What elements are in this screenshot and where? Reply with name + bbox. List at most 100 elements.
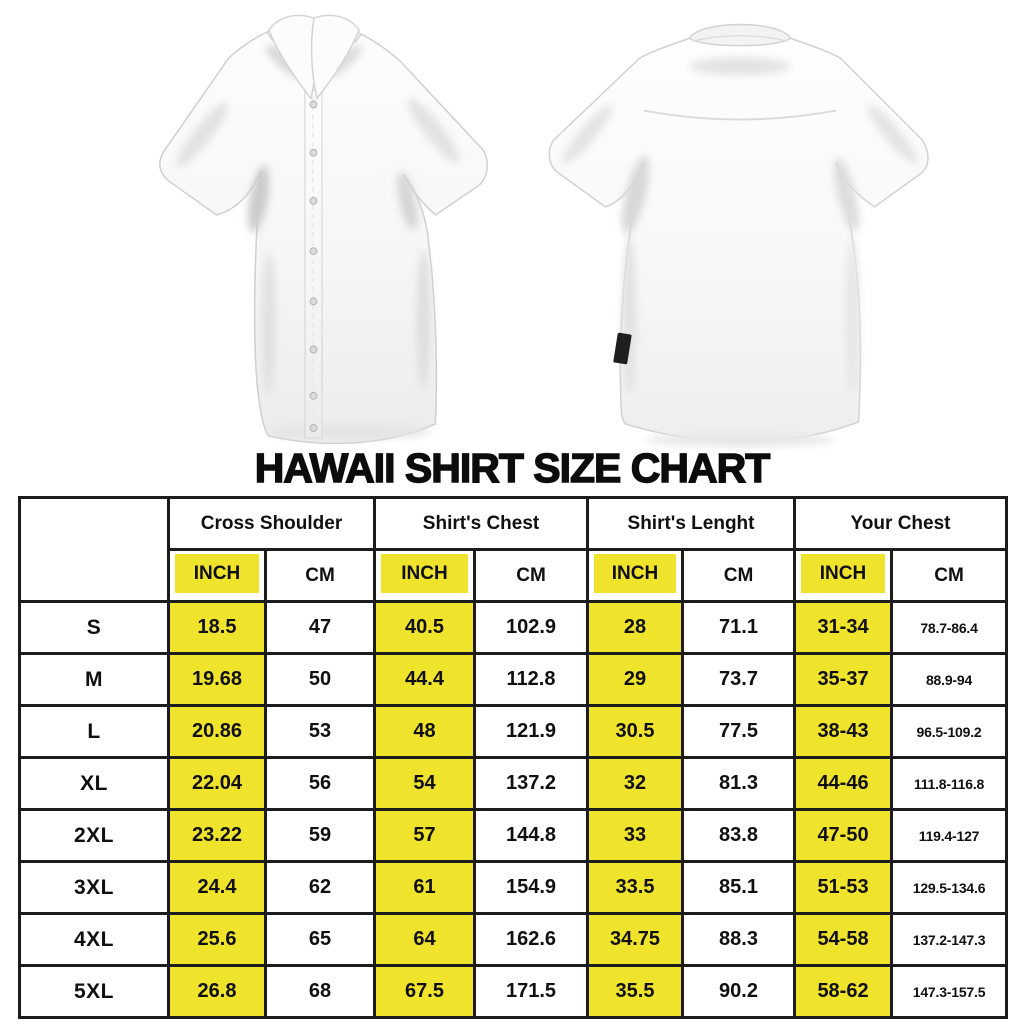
value-cell: 61 [373,860,477,915]
inch-header: INCH [167,548,267,603]
table-row-xl: XL 22.04 56 54 137.2 32 81.3 44-46 111.8… [18,756,1009,811]
value-cell: 129.5-134.6 [890,860,1009,915]
corner-cell [18,496,170,603]
value-cell: 35-37 [793,652,894,707]
value-cell: 78.7-86.4 [890,600,1009,655]
group-cross-shoulder: Cross Shoulder [166,496,377,551]
shirt-back-body [548,32,929,443]
value-cell: 162.6 [473,912,590,967]
value-cell: 62 [263,860,377,915]
value-cell: 96.5-109.2 [890,704,1009,759]
group-shirts-chest: Shirt's Chest [373,496,590,551]
value-cell: 119.4-127 [890,808,1009,863]
size-chart-table: Cross Shoulder Shirt's Chest Shirt's Len… [18,496,1009,1019]
value-cell: 57 [373,808,477,863]
value-cell: 68 [263,964,377,1019]
value-cell: 83.8 [681,808,797,863]
size-row-label: XL [18,756,170,811]
value-cell: 64 [373,912,477,967]
value-cell: 33 [586,808,685,863]
value-cell: 111.8-116.8 [890,756,1009,811]
page-title: HAWAII SHIRT SIZE CHART [254,444,771,491]
shirt-front-body [159,31,488,444]
cm-header: CM [473,548,590,603]
cm-header: CM [890,548,1009,603]
size-row-label: L [18,704,170,759]
value-cell: 22.04 [167,756,267,811]
value-cell: 48 [373,704,477,759]
value-cell: 25.6 [167,912,267,967]
table-row-s: S 18.5 47 40.5 102.9 28 71.1 31-34 78.7-… [18,600,1009,655]
value-cell: 112.8 [473,652,590,707]
value-cell: 102.9 [473,600,590,655]
value-cell: 47 [263,600,377,655]
group-your-chest: Your Chest [793,496,1009,551]
value-cell: 171.5 [473,964,590,1019]
value-cell: 154.9 [473,860,590,915]
value-cell: 33.5 [586,860,685,915]
value-cell: 44-46 [793,756,894,811]
cm-header: CM [681,548,797,603]
value-cell: 50 [263,652,377,707]
shirt-back-collar [688,23,792,47]
size-row-label: S [18,600,170,655]
group-shirts-lenght: Shirt's Lenght [586,496,797,551]
value-cell: 54-58 [793,912,894,967]
table-row-3xl: 3XL 24.4 62 61 154.9 33.5 85.1 51-53 129… [18,860,1009,915]
value-cell: 58-62 [793,964,894,1019]
value-cell: 38-43 [793,704,894,759]
value-cell: 121.9 [473,704,590,759]
value-cell: 31-34 [793,600,894,655]
shirt-front-illustration [159,14,488,444]
shirt-front-collar [265,14,363,101]
value-cell: 51-53 [793,860,894,915]
value-cell: 65 [263,912,377,967]
value-cell: 88.3 [681,912,797,967]
table-row-l: L 20.86 53 48 121.9 30.5 77.5 38-43 96.5… [18,704,1009,759]
value-cell: 30.5 [586,704,685,759]
value-cell: 20.86 [167,704,267,759]
value-cell: 71.1 [681,600,797,655]
size-row-label: 2XL [18,808,170,863]
value-cell: 147.3-157.5 [890,964,1009,1019]
value-cell: 28 [586,600,685,655]
shirt-back-yoke-seam [643,109,837,121]
value-cell: 53 [263,704,377,759]
value-cell: 144.8 [473,808,590,863]
inch-highlight: INCH [801,554,886,593]
value-cell: 59 [263,808,377,863]
value-cell: 40.5 [373,600,477,655]
size-row-label: M [18,652,170,707]
value-cell: 81.3 [681,756,797,811]
value-cell: 29 [586,652,685,707]
size-row-label: 5XL [18,964,170,1019]
value-cell: 32 [586,756,685,811]
value-cell: 44.4 [373,652,477,707]
shirt-back-illustration [548,23,929,447]
value-cell: 73.7 [681,652,797,707]
table-row-m: M 19.68 50 44.4 112.8 29 73.7 35-37 88.9… [18,652,1009,707]
value-cell: 35.5 [586,964,685,1019]
table-row-2xl: 2XL 23.22 59 57 144.8 33 83.8 47-50 119.… [18,808,1009,863]
shirt-back-tag [613,332,632,365]
value-cell: 47-50 [793,808,894,863]
inch-highlight: INCH [381,554,469,593]
value-cell: 56 [263,756,377,811]
value-cell: 85.1 [681,860,797,915]
value-cell: 24.4 [167,860,267,915]
value-cell: 54 [373,756,477,811]
inch-header: INCH [586,548,685,603]
value-cell: 18.5 [167,600,267,655]
inch-highlight: INCH [594,554,677,593]
size-row-label: 4XL [18,912,170,967]
table-row-5xl: 5XL 26.8 68 67.5 171.5 35.5 90.2 58-62 1… [18,964,1009,1019]
table-row-4xl: 4XL 25.6 65 64 162.6 34.75 88.3 54-58 13… [18,912,1009,967]
value-cell: 19.68 [167,652,267,707]
value-cell: 137.2-147.3 [890,912,1009,967]
value-cell: 90.2 [681,964,797,1019]
value-cell: 67.5 [373,964,477,1019]
value-cell: 88.9-94 [890,652,1009,707]
value-cell: 77.5 [681,704,797,759]
value-cell: 137.2 [473,756,590,811]
